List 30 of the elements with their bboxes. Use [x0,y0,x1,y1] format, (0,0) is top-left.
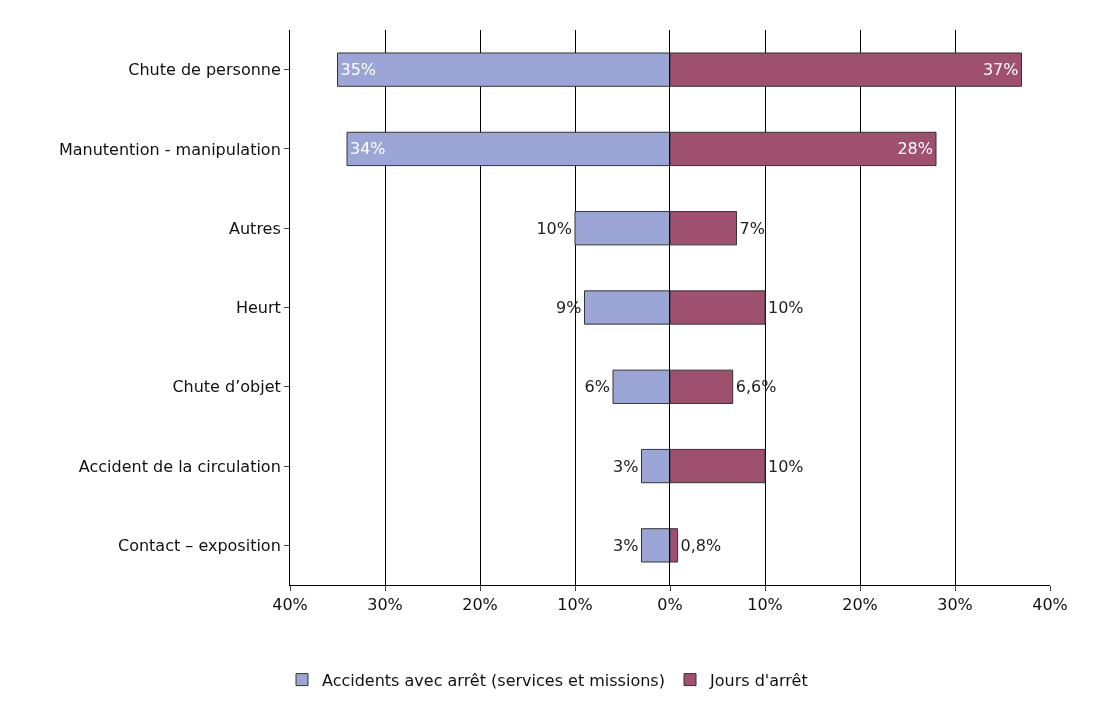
data-label: 37% [982,60,1019,80]
x-tick-label: 40% [272,595,308,615]
data-label: 10% [536,218,572,238]
y-tick-label: Manutention - manipulation [58,139,281,159]
data-label: 6% [584,377,610,397]
data-label: 0,8% [680,535,722,555]
y-tick-label: Autres [229,218,281,238]
x-tick-label: 30% [367,595,403,615]
y-tick-label: Chute de personne [128,60,281,80]
y-tick-label: Accident de la circulation [78,456,281,476]
x-tick-label: 20% [842,595,878,615]
y-tick-label: Contact – exposition [117,535,281,555]
x-tick-label: 10% [747,595,783,615]
data-label: 10% [768,298,804,317]
x-tick-label: 30% [937,595,973,615]
data-label: 7% [739,218,765,238]
legend-label: Accidents avec arrêt (services et missions) [322,670,665,690]
data-label: 28% [897,139,933,159]
data-label: 3% [613,535,639,555]
y-tick-label: Chute d’objet [172,377,281,397]
data-label: 10% [768,456,804,476]
legend-label: Jours d'arrêt [709,670,808,690]
x-tick-label: 10% [557,595,593,615]
data-label: 34% [350,139,386,159]
x-tick-label: 40% [1032,595,1068,615]
data-label: 3% [613,456,639,476]
x-tick-label: 0% [657,595,683,615]
x-tick-label: 20% [462,595,498,615]
y-tick-label: Heurt [235,298,281,318]
data-label: 35% [340,60,377,80]
